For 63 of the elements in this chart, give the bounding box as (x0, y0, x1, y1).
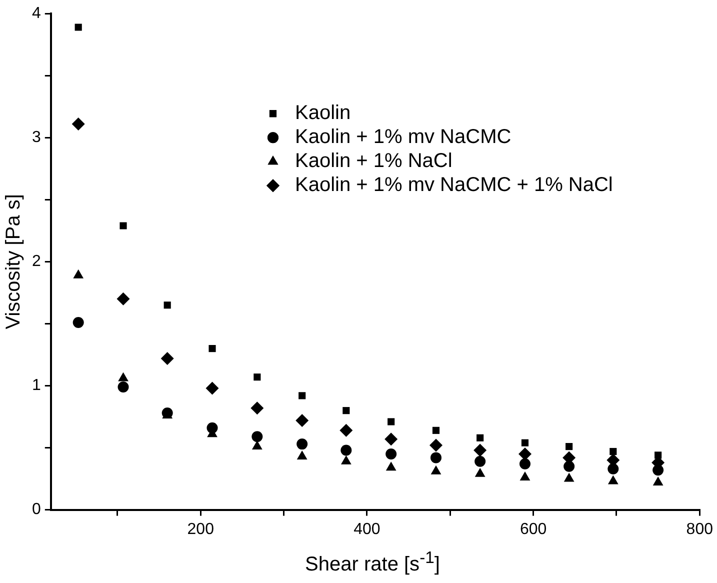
x-tick-label: 800 (686, 520, 714, 538)
point (652, 464, 664, 476)
point (120, 222, 127, 230)
point (474, 468, 486, 477)
point (250, 402, 264, 415)
point (564, 472, 574, 482)
point (296, 450, 308, 460)
point (386, 448, 397, 460)
y-tick-label: 2 (32, 253, 41, 270)
point (208, 345, 216, 352)
point (72, 316, 84, 328)
point (608, 463, 619, 474)
point (432, 426, 440, 434)
x-axis-title: Shear rate [s$^{-1}$] (304, 548, 441, 577)
y-tick-label: 0 (32, 501, 41, 518)
point (386, 462, 396, 471)
x-tick-label: 200 (187, 520, 214, 538)
point (566, 443, 573, 450)
point (116, 292, 130, 306)
point (430, 452, 442, 464)
point (429, 438, 442, 452)
point (518, 447, 532, 460)
point (118, 381, 129, 392)
point (340, 455, 352, 464)
point (608, 475, 618, 484)
point (474, 444, 487, 457)
point (340, 444, 352, 456)
legend-label: Kaolin + 1% mv NaCMC (294, 126, 512, 148)
point (252, 431, 263, 442)
point (430, 465, 442, 474)
point (521, 439, 529, 446)
point (74, 24, 82, 31)
point (298, 392, 306, 400)
point (652, 476, 664, 486)
point (519, 458, 530, 470)
point (340, 424, 353, 437)
point (342, 407, 350, 414)
point (252, 440, 262, 450)
y-tick-label: 4 (32, 5, 41, 22)
point (206, 382, 219, 395)
point (654, 452, 662, 459)
point (388, 418, 395, 426)
legend-label: Kaolin + 1% mv NaCMC + 1% NaCl (294, 174, 613, 196)
x-tick-label: 600 (520, 520, 547, 538)
point (72, 118, 85, 131)
point (610, 448, 617, 456)
point (384, 432, 398, 446)
y-tick-label: 1 (32, 377, 41, 394)
point (520, 472, 530, 481)
y-tick-label: 3 (32, 129, 41, 146)
point (474, 456, 486, 467)
legend-label: Kaolin (294, 102, 351, 124)
point (296, 438, 308, 450)
point (118, 372, 128, 382)
y-axis-title: Viscosity [Pa s] (2, 194, 25, 330)
point (254, 374, 261, 381)
legend-label: Kaolin + 1% NaCl (294, 150, 452, 172)
point (476, 434, 484, 442)
x-tick-label: 400 (354, 520, 380, 538)
point (296, 414, 309, 427)
point (164, 302, 171, 309)
point (564, 460, 575, 472)
point (160, 352, 174, 365)
